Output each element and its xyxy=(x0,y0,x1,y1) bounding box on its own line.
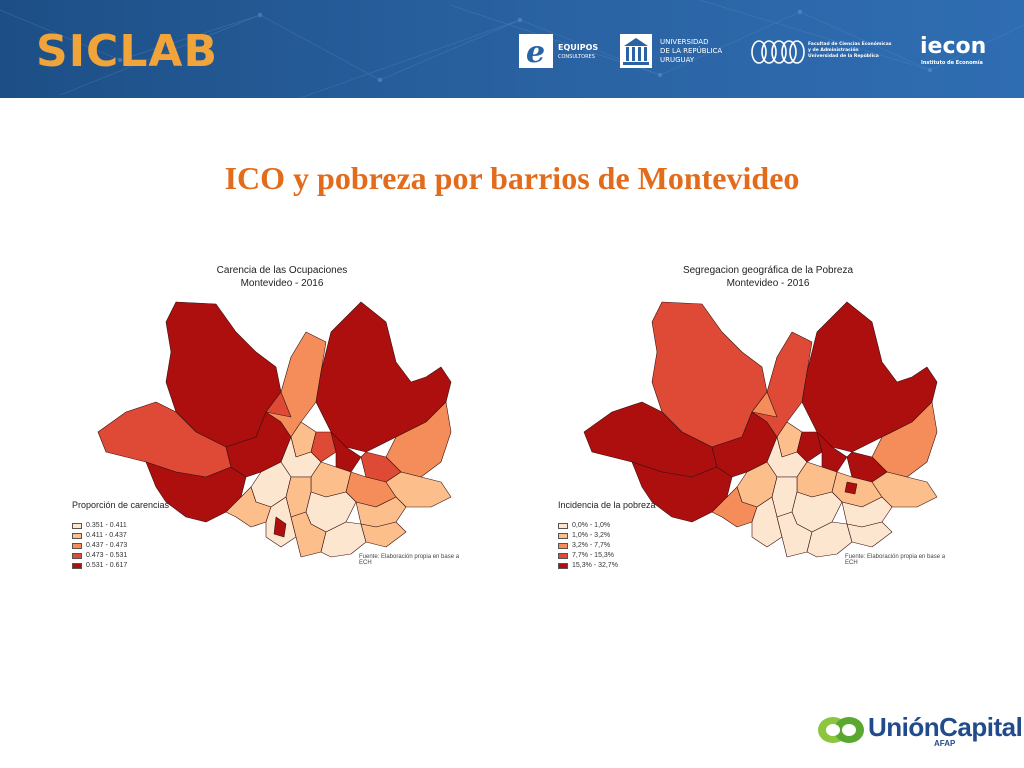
legend-title: Proporción de carencias xyxy=(72,500,170,510)
map-subtitle: Montevideo - 2016 xyxy=(240,278,324,289)
legend-item: 7,7% - 15,3% xyxy=(558,552,614,559)
union-capital-leaf-icon xyxy=(818,717,864,743)
ccee-line1: Facultad de Ciencias Económicas xyxy=(808,42,892,47)
udelar-line3: URUGUAY xyxy=(660,56,695,64)
legend-item: 15,3% - 32,7% xyxy=(558,562,618,569)
legend-item: 0.411 - 0.437 xyxy=(72,532,127,539)
legend-item: 0,0% - 1,0% xyxy=(558,522,610,529)
university-building-icon xyxy=(620,34,652,68)
header-banner: SICLAB e EQUIPOS CONSULTORES UNIVERSIDAD… xyxy=(0,0,1024,98)
svg-text:e: e xyxy=(526,35,545,68)
equipos-e-icon: e xyxy=(519,34,553,70)
legend-item: 0.473 - 0.531 xyxy=(72,552,127,559)
union-capital-sub: AFAP xyxy=(934,739,956,748)
map-panel-poverty: Segregacion geográfica de la Pobreza Mon… xyxy=(552,262,952,582)
ccee-line2: y de Administración xyxy=(808,48,859,53)
legend-item: 0.351 - 0.411 xyxy=(72,522,127,529)
legend-item: 1,0% - 3,2% xyxy=(558,532,610,539)
union-capital-name: UniónCapital xyxy=(868,712,1023,742)
udelar-line2: DE LA REPÚBLICA xyxy=(660,47,723,55)
legend-item: 0.437 - 0.473 xyxy=(72,542,127,549)
map-panel-ico: Carencia de las Ocupaciones Montevideo -… xyxy=(66,262,466,582)
iecon-sub: Instituto de Economía xyxy=(921,60,983,66)
map-source: Fuente: Elaboración propia en base a ECH xyxy=(359,554,460,566)
montevideo-choropleth-poverty xyxy=(583,301,938,558)
udelar-line1: UNIVERSIDAD xyxy=(660,38,709,46)
siclab-brand: SICLAB xyxy=(36,26,218,77)
map-title: Carencia de las Ocupaciones xyxy=(216,265,348,276)
ccee-rings-icon xyxy=(751,40,805,64)
network-pattern-icon xyxy=(0,0,1024,98)
map-subtitle: Montevideo - 2016 xyxy=(726,278,810,289)
montevideo-choropleth-ico xyxy=(97,301,452,558)
ccee-line3: Universidad de la República xyxy=(808,54,879,59)
legend-title: Incidencia de la pobreza xyxy=(558,500,656,510)
legend-item: 3,2% - 7,7% xyxy=(558,542,610,549)
union-capital-logo: UniónCapital AFAP xyxy=(816,708,1023,752)
equipos-sub: CONSULTORES xyxy=(558,54,595,60)
legend-item: 0.531 - 0.617 xyxy=(72,562,127,569)
map-title: Segregacion geográfica de la Pobreza xyxy=(682,265,854,276)
equipos-name: EQUIPOS xyxy=(558,43,599,52)
iecon-name: iecon xyxy=(920,34,987,59)
map-source: Fuente: Elaboración propia en base a ECH xyxy=(845,554,946,566)
slide-title: ICO y pobreza por barrios de Montevideo xyxy=(224,160,800,196)
